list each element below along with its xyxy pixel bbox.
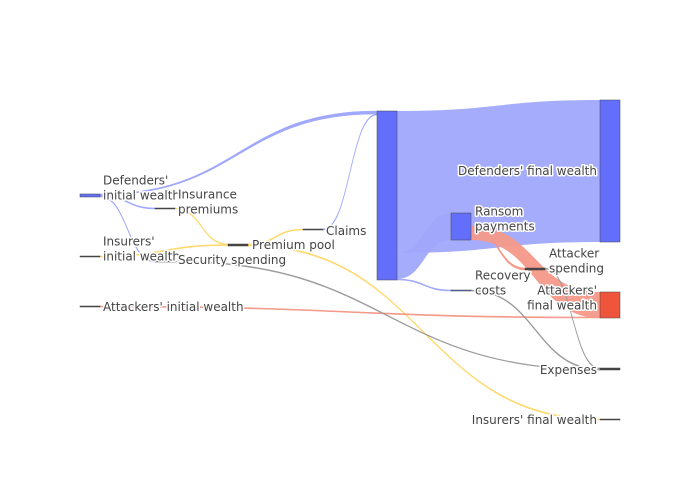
node-label-recovery: Recovery costs [475,269,531,298]
node-label-line: costs [475,284,506,298]
node-label-line: Defenders' [103,174,168,188]
node-label-halo-def-init: Defenders' initial wealth [103,174,180,203]
node-expenses[interactable] [599,367,621,371]
node-att-spend[interactable] [524,267,546,271]
node-label-line: premiums [178,203,238,217]
node-att-init[interactable] [79,305,101,308]
node-label-halo-att-init: Attackers' initial wealth [103,300,244,314]
node-label-line: Attacker [549,247,599,261]
node-label-line: Premium pool [252,238,335,252]
node-label-ins-init: Insurers' initial wealth [103,235,180,264]
node-label-line: Attackers' initial wealth [103,300,244,314]
node-claims[interactable] [302,228,324,231]
node-label-halo-prem-pool: Premium pool [252,238,335,252]
node-label-line: Insurance [178,188,237,202]
node-label-line: Defenders' final wealth [458,164,597,178]
node-label-att-final: Attackers' final wealth [527,284,597,313]
node-label-halo-sec-spend: Security spending [178,253,286,267]
node-label-ins-final: Insurers' final wealth [472,413,597,427]
node-label-def-init: Defenders' initial wealth [103,174,180,203]
node-label-line: final wealth [527,299,597,313]
node-label-line: Recovery [475,269,531,283]
node-label-line: premiums [178,203,238,217]
node-label-line: initial wealth [103,189,180,203]
node-label-halo-ins-final: Insurers' final wealth [472,413,597,427]
node-label-halo-ins-init: Insurers' initial wealth [103,235,180,264]
node-label-ins-prem: Insurance premiums [178,188,238,217]
node-ins-final[interactable] [599,418,621,421]
node-label-halo-claims: Claims [326,224,366,238]
link-claims-to-def-hub[interactable] [322,113,378,231]
node-label-halo-ransom: Ransom payments [475,205,535,234]
node-label-line: final wealth [527,299,597,313]
node-label-halo-expenses: Expenses [540,363,597,377]
node-att-final[interactable] [599,291,621,319]
node-label-line: Security spending [178,253,286,267]
node-sec-spend[interactable] [154,260,176,263]
node-label-line: Expenses [540,363,597,377]
node-label-halo-ins-prem: Insurance premiums [178,188,238,217]
node-label-line: Ransom [475,205,523,219]
node-label-att-spend: Attacker spending [549,247,604,276]
node-label-line: initial wealth [103,250,180,264]
node-label-att-init: Attackers' initial wealth [103,300,244,314]
node-label-line: Defenders' [103,174,168,188]
node-label-ransom: Ransom payments [475,205,535,234]
node-label-line: Insurance [178,188,237,202]
node-label-sec-spend: Security spending [178,253,286,267]
node-label-line: payments [475,220,535,234]
node-label-line: Recovery [475,269,531,283]
node-label-line: Insurers' final wealth [472,413,597,427]
node-label-line: Expenses [540,363,597,377]
node-label-line: Insurers' final wealth [472,413,597,427]
node-label-prem-pool: Premium pool [252,238,335,252]
node-label-def-final: Defenders' final wealth [458,164,597,178]
node-label-line: Attacker [549,247,599,261]
node-label-line: spending [549,262,604,276]
node-label-halo-def-final: Defenders' final wealth [458,164,597,178]
node-label-line: initial wealth [103,189,180,203]
link-def-hub-to-ransom[interactable] [397,213,451,279]
node-label-halo-att-spend: Attacker spending [549,247,604,276]
node-label-line: spending [549,262,604,276]
node-prem-pool[interactable] [227,243,249,247]
node-ransom[interactable] [450,212,472,241]
node-label-halo-recovery: Recovery costs [475,269,531,298]
node-label-halo-att-final: Attackers' final wealth [527,284,597,313]
links-layer [99,100,601,421]
node-label-claims: Claims [326,224,366,238]
node-label-line: Security spending [178,253,286,267]
node-recovery[interactable] [450,289,472,292]
node-label-line: Attackers' [537,284,597,298]
node-def-init[interactable] [79,193,101,198]
node-label-line: Ransom [475,205,523,219]
node-label-line: Attackers' [537,284,597,298]
node-def-hub[interactable] [376,110,398,281]
node-def-final[interactable] [599,99,621,243]
node-label-line: Claims [326,224,366,238]
node-label-line: Premium pool [252,238,335,252]
link-def-hub-to-recovery[interactable] [396,278,452,292]
node-label-line: Defenders' final wealth [458,164,597,178]
node-label-line: payments [475,220,535,234]
link-ransom-to-att-final[interactable] [471,226,600,318]
node-label-line: costs [475,284,506,298]
node-label-line: initial wealth [103,250,180,264]
nodes-layer [79,99,621,421]
node-label-line: Insurers' [103,235,155,249]
node-label-line: Attackers' initial wealth [103,300,244,314]
node-ins-init[interactable] [79,255,101,258]
node-label-expenses: Expenses [540,363,597,377]
node-ins-prem[interactable] [154,207,176,210]
node-label-line: Claims [326,224,366,238]
node-label-line: Insurers' [103,235,155,249]
